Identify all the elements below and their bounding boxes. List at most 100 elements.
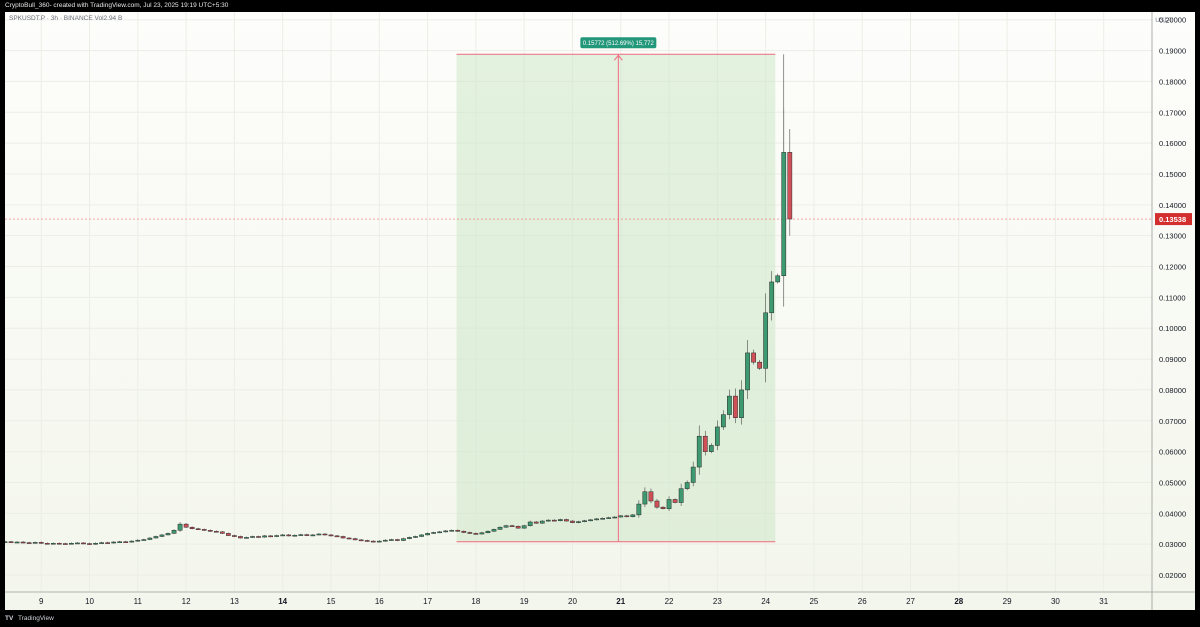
candle-body[interactable] bbox=[600, 518, 606, 520]
candle-body[interactable] bbox=[93, 543, 98, 545]
candle-body[interactable] bbox=[32, 542, 38, 544]
candle-body[interactable] bbox=[99, 542, 104, 544]
candle-body[interactable] bbox=[141, 539, 147, 541]
candle-body[interactable] bbox=[346, 537, 352, 540]
candle-body[interactable] bbox=[268, 535, 273, 538]
candle-body[interactable] bbox=[376, 540, 382, 543]
candle-body[interactable] bbox=[582, 520, 587, 522]
candle-body[interactable] bbox=[352, 538, 358, 541]
candle-body[interactable] bbox=[147, 537, 153, 540]
candle-body[interactable] bbox=[274, 535, 280, 537]
candle-body[interactable] bbox=[467, 532, 473, 534]
candle-body[interactable] bbox=[407, 537, 412, 539]
candle-body[interactable] bbox=[322, 533, 328, 536]
candle-body[interactable] bbox=[262, 535, 267, 538]
candle-body[interactable] bbox=[509, 525, 515, 527]
candle-body[interactable] bbox=[696, 435, 702, 468]
candle-body[interactable] bbox=[153, 536, 159, 539]
candle-body[interactable] bbox=[286, 534, 292, 537]
candle-body[interactable] bbox=[165, 533, 171, 536]
candle-body[interactable] bbox=[183, 523, 189, 528]
candle-body[interactable] bbox=[250, 536, 255, 538]
candle-body[interactable] bbox=[334, 535, 340, 538]
candle-body[interactable] bbox=[576, 521, 581, 523]
candle-body[interactable] bbox=[328, 534, 334, 537]
candle-body[interactable] bbox=[310, 534, 316, 537]
candle-body[interactable] bbox=[455, 530, 461, 532]
measure-range-box[interactable] bbox=[456, 54, 776, 542]
candle-body[interactable] bbox=[473, 533, 479, 535]
candle-body[interactable] bbox=[298, 534, 304, 536]
candle-body[interactable] bbox=[708, 445, 714, 452]
candle-body[interactable] bbox=[642, 491, 648, 505]
brand-name[interactable]: TradingView bbox=[18, 615, 54, 622]
candle-body[interactable] bbox=[763, 312, 769, 369]
candle-body[interactable] bbox=[358, 539, 364, 542]
candle-body[interactable] bbox=[123, 541, 129, 543]
candle-body[interactable] bbox=[527, 521, 533, 526]
candle-body[interactable] bbox=[678, 488, 684, 503]
candle-body[interactable] bbox=[69, 543, 74, 545]
candle-body[interactable] bbox=[721, 414, 726, 428]
candle-body[interactable] bbox=[431, 532, 436, 534]
candle-body[interactable] bbox=[666, 499, 672, 509]
candle-body[interactable] bbox=[364, 540, 370, 542]
price-chart-svg[interactable]: 0.15772 (512.69%) 15,772 0.02000 0.03000 0.… bbox=[5, 12, 1195, 610]
tradingview-logo-icon[interactable]: TV bbox=[5, 615, 14, 622]
candle-body[interactable] bbox=[781, 152, 787, 277]
candle-body[interactable] bbox=[624, 515, 630, 518]
candle-body[interactable] bbox=[87, 543, 92, 545]
candle-body[interactable] bbox=[739, 389, 744, 418]
candle-body[interactable] bbox=[26, 542, 32, 544]
candle-body[interactable] bbox=[117, 541, 123, 543]
candle-body[interactable] bbox=[238, 536, 243, 539]
candle-body[interactable] bbox=[159, 534, 165, 537]
candle-body[interactable] bbox=[558, 519, 563, 521]
candle-body[interactable] bbox=[733, 395, 738, 418]
candle-body[interactable] bbox=[515, 526, 521, 529]
candle-body[interactable] bbox=[479, 532, 485, 535]
candle-body[interactable] bbox=[304, 534, 310, 536]
candle-body[interactable] bbox=[588, 519, 593, 522]
candle-body[interactable] bbox=[654, 500, 660, 508]
symbol-legend[interactable]: SPKUSDT.P · 3h · BINANCE Vol2.94 B bbox=[9, 15, 123, 22]
candle-body[interactable] bbox=[395, 539, 400, 541]
candle-body[interactable] bbox=[75, 542, 80, 545]
candle-body[interactable] bbox=[401, 538, 406, 541]
candle-body[interactable] bbox=[419, 534, 424, 537]
candle-body[interactable] bbox=[292, 534, 298, 537]
candle-body[interactable] bbox=[20, 541, 26, 544]
candle-body[interactable] bbox=[256, 536, 261, 538]
candle-body[interactable] bbox=[382, 539, 388, 542]
candle-body[interactable] bbox=[189, 526, 195, 530]
candle-body[interactable] bbox=[769, 281, 775, 314]
candle-body[interactable] bbox=[787, 152, 793, 220]
candle-body[interactable] bbox=[648, 491, 654, 502]
candle-body[interactable] bbox=[413, 536, 418, 538]
candle-body[interactable] bbox=[660, 506, 666, 509]
candle-body[interactable] bbox=[8, 541, 14, 543]
candle-body[interactable] bbox=[751, 352, 756, 363]
candle-body[interactable] bbox=[38, 542, 44, 544]
candle-body[interactable] bbox=[370, 540, 376, 543]
candle-body[interactable] bbox=[612, 516, 618, 519]
candle-body[interactable] bbox=[570, 520, 575, 523]
candle-body[interactable] bbox=[50, 543, 56, 545]
last-price-badge[interactable] bbox=[1155, 213, 1192, 226]
candle-body[interactable] bbox=[618, 515, 624, 518]
candle-body[interactable] bbox=[280, 534, 286, 537]
candle-body[interactable] bbox=[44, 543, 50, 545]
candle-body[interactable] bbox=[56, 543, 62, 545]
candle-body[interactable] bbox=[129, 540, 135, 543]
candle-body[interactable] bbox=[340, 536, 346, 539]
candle-body[interactable] bbox=[684, 482, 690, 489]
candle-body[interactable] bbox=[111, 541, 117, 544]
candle-body[interactable] bbox=[775, 275, 781, 283]
candle-body[interactable] bbox=[521, 525, 527, 529]
candle-body[interactable] bbox=[213, 530, 219, 533]
candle-body[interactable] bbox=[533, 521, 539, 524]
candle-body[interactable] bbox=[461, 530, 467, 533]
candle-body[interactable] bbox=[745, 352, 750, 391]
candle-body[interactable] bbox=[81, 542, 86, 545]
candle-body[interactable] bbox=[485, 530, 491, 534]
